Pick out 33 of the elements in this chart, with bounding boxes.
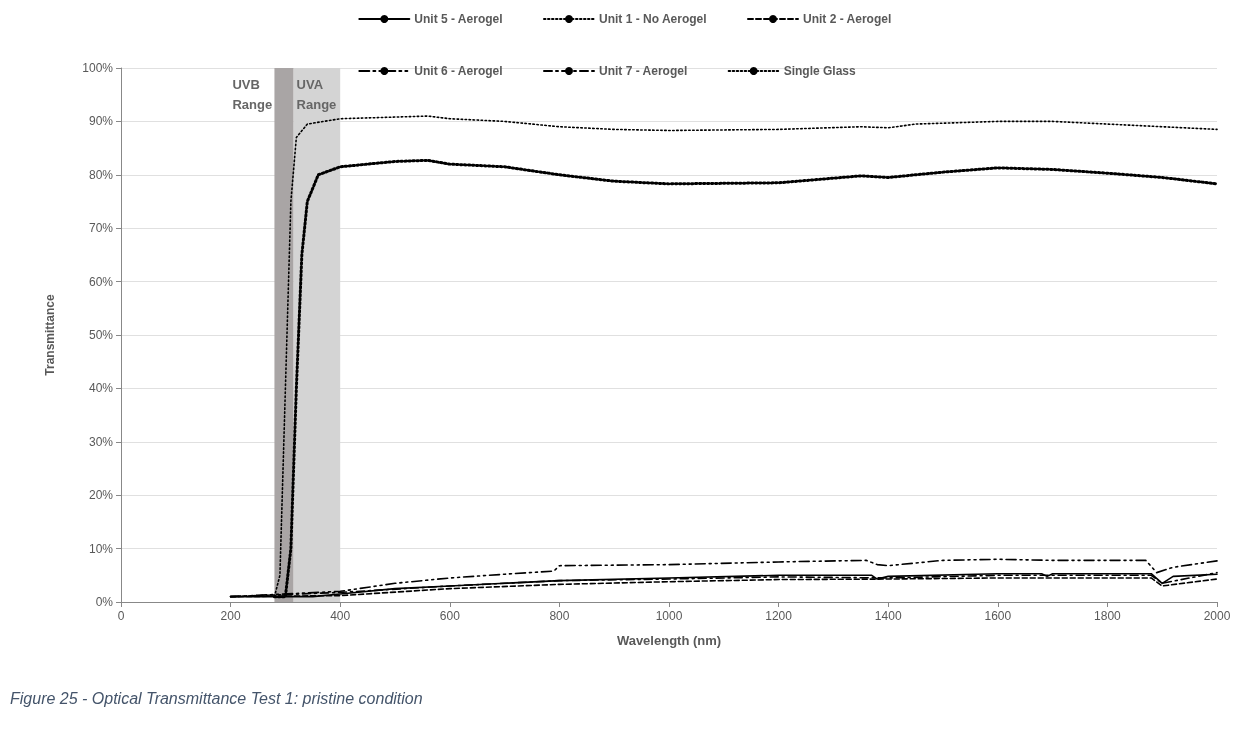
- x-tick-label: 1400: [874, 609, 902, 623]
- x-tick-label: 600: [439, 609, 461, 623]
- y-tick-label: 20%: [88, 488, 114, 503]
- y-tick-label: 0%: [95, 595, 114, 609]
- y-tick-label: 100%: [82, 61, 114, 75]
- legend-label: Unit 5 - Aerogel: [414, 12, 503, 26]
- x-tick-label: 200: [220, 609, 241, 623]
- y-tick-label: 50%: [88, 328, 114, 342]
- x-axis-title: Wavelength (nm): [616, 633, 722, 648]
- band-label: UVB Range: [232, 76, 273, 112]
- legend-label: Unit 2 - Aerogel: [803, 12, 892, 26]
- y-tick-label: 40%: [88, 381, 114, 396]
- legend-label: Unit 6 - Aerogel: [414, 64, 503, 78]
- band-label: UVA Range: [296, 76, 337, 112]
- legend-label: Single Glass: [783, 64, 857, 78]
- x-tick-label: 1000: [655, 609, 683, 623]
- x-tick-label: 1600: [984, 609, 1012, 623]
- y-tick-label: 30%: [88, 434, 114, 449]
- legend-label: Unit 7 - Aerogel: [599, 64, 688, 78]
- x-tick-label: 0: [117, 609, 125, 623]
- legend-label: Unit 1 - No Aerogel: [599, 12, 707, 26]
- x-tick-label: 800: [549, 609, 570, 623]
- y-tick-label: 60%: [88, 274, 114, 289]
- y-tick-label: 90%: [88, 114, 114, 129]
- y-tick-label: 10%: [88, 541, 114, 556]
- y-tick-label: 80%: [88, 167, 114, 182]
- x-tick-label: 1200: [765, 609, 793, 623]
- x-tick-label: 2000: [1203, 609, 1231, 623]
- x-tick-label: 400: [330, 609, 351, 623]
- y-axis-title: Transmittance: [43, 294, 57, 376]
- x-tick-label: 1800: [1094, 609, 1122, 623]
- y-tick-label: 70%: [88, 221, 114, 236]
- caption: Figure 25 - Optical Transmittance Test 1: pristine condition: [10, 689, 423, 707]
